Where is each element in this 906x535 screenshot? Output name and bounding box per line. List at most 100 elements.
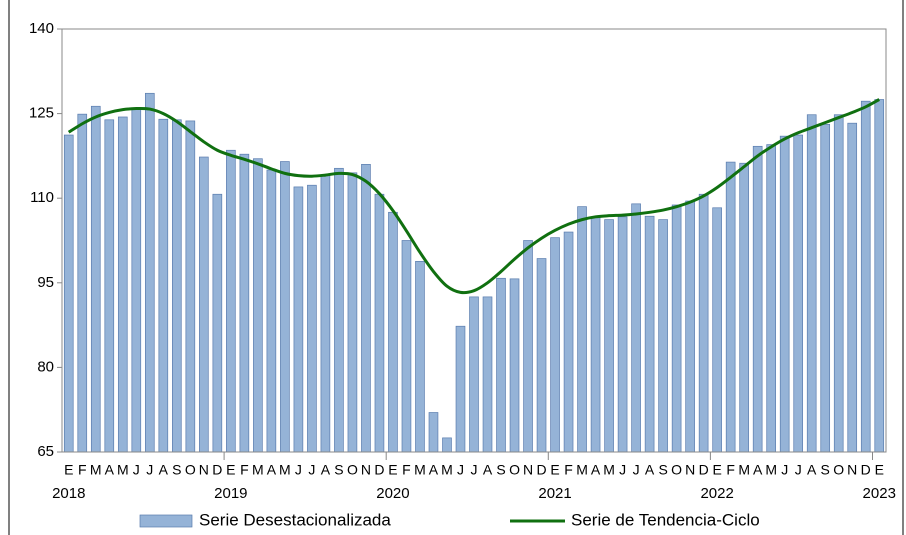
x-tick-label: A <box>159 462 169 478</box>
bar <box>469 296 479 453</box>
bar <box>617 216 628 453</box>
bar <box>158 118 169 453</box>
x-tick-label: F <box>78 462 87 478</box>
bar <box>212 193 223 453</box>
bar <box>631 203 641 453</box>
x-tick-label: A <box>105 462 115 478</box>
x-tick-label: D <box>212 462 222 478</box>
bar <box>185 120 196 453</box>
x-tick-label: F <box>240 462 249 478</box>
bar <box>374 193 385 453</box>
x-tick-label: M <box>279 462 291 478</box>
x-tick-label: M <box>738 462 750 478</box>
x-tick-label: A <box>807 462 817 478</box>
y-tick-label: 110 <box>30 189 54 206</box>
bar <box>833 114 844 453</box>
x-tick-label: J <box>146 462 153 478</box>
bar <box>266 169 277 453</box>
bar <box>199 156 209 453</box>
bar <box>739 162 749 453</box>
x-tick-label: N <box>847 462 857 478</box>
bar <box>766 144 776 453</box>
x-tick-label: A <box>753 462 763 478</box>
bar <box>590 216 601 453</box>
bar <box>847 122 858 453</box>
bar <box>658 219 668 453</box>
x-tick-label: O <box>185 462 196 478</box>
bar <box>671 204 682 453</box>
bar <box>536 258 547 453</box>
x-tick-label: E <box>875 462 884 478</box>
bar <box>685 200 695 453</box>
x-tick-label: F <box>726 462 735 478</box>
bar <box>63 134 74 453</box>
x-tick-label: A <box>645 462 655 478</box>
bar <box>860 100 871 453</box>
x-tick-label: M <box>414 462 426 478</box>
bar <box>280 161 290 453</box>
x-tick-label: S <box>334 462 343 478</box>
bar <box>820 123 831 453</box>
bar <box>320 175 331 453</box>
x-tick-label: D <box>536 462 546 478</box>
y-tick-label: 65 <box>37 443 54 460</box>
x-tick-label: N <box>199 462 209 478</box>
bar <box>77 113 88 453</box>
bar <box>172 119 182 453</box>
x-tick-label: E <box>226 462 235 478</box>
x-tick-label: A <box>267 462 277 478</box>
x-tick-label: N <box>685 462 695 478</box>
x-tick-label: J <box>633 462 640 478</box>
bar <box>563 231 574 453</box>
bar <box>253 158 263 453</box>
y-tick-label: 140 <box>29 20 54 37</box>
x-tick-label: D <box>699 462 709 478</box>
bar <box>455 325 466 453</box>
x-tick-label: S <box>658 462 667 478</box>
bar <box>361 164 371 453</box>
x-tick-label: A <box>483 462 493 478</box>
x-tick-label: J <box>781 462 788 478</box>
bar <box>698 193 709 453</box>
x-tick-label: E <box>388 462 397 478</box>
x-tick-label: D <box>374 462 384 478</box>
x-tick-label: J <box>619 462 626 478</box>
bar <box>401 240 412 453</box>
x-tick-label: M <box>117 462 129 478</box>
bar <box>442 437 452 453</box>
year-label: 2023 <box>863 485 896 502</box>
bar <box>90 105 101 453</box>
y-tick-label: 80 <box>37 358 54 375</box>
bar <box>144 92 155 453</box>
x-tick-label: A <box>429 462 439 478</box>
bar <box>793 134 804 453</box>
legend-swatch <box>139 514 193 528</box>
x-tick-label: D <box>861 462 871 478</box>
y-tick-label: 95 <box>37 274 54 291</box>
legend-label: Serie de Tendencia-Ciclo <box>571 510 760 529</box>
x-tick-label: M <box>576 462 588 478</box>
x-tick-label: O <box>833 462 844 478</box>
x-tick-label: M <box>252 462 264 478</box>
x-tick-label: O <box>347 462 358 478</box>
bar <box>104 119 115 453</box>
x-tick-label: N <box>361 462 371 478</box>
bar <box>509 278 520 453</box>
bar <box>428 412 439 453</box>
x-tick-label: J <box>795 462 802 478</box>
bar <box>482 296 493 453</box>
legend-label: Serie Desestacionalizada <box>199 510 391 529</box>
x-tick-label: S <box>496 462 505 478</box>
x-tick-label: M <box>441 462 453 478</box>
x-tick-label: N <box>523 462 533 478</box>
bar <box>239 153 250 453</box>
bar <box>293 186 304 453</box>
year-label: 2021 <box>538 485 571 502</box>
bar <box>388 211 398 453</box>
bar <box>496 277 506 453</box>
bar <box>779 135 790 453</box>
x-tick-label: M <box>603 462 615 478</box>
x-tick-label: J <box>133 462 140 478</box>
bar <box>604 219 614 453</box>
